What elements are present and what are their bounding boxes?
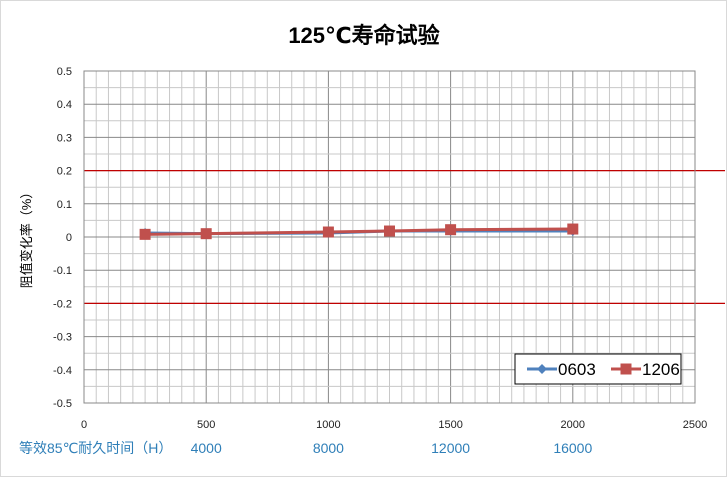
y-axis-label: 阻值变化率（%） xyxy=(19,186,34,289)
y-tick-label: -0.3 xyxy=(53,332,72,344)
chart-title: 125℃寿命试验 xyxy=(288,23,439,48)
series-point-1206 xyxy=(139,228,151,240)
y-tick-label: -0.4 xyxy=(53,365,72,377)
series-line-1206 xyxy=(145,227,573,236)
legend-label: 0603 xyxy=(558,360,596,379)
x-tick-label: 2000 xyxy=(561,419,585,431)
series-point-0603 xyxy=(537,364,547,374)
series-point-1206 xyxy=(620,363,632,375)
x-tick-label: 1000 xyxy=(316,419,340,431)
secondary-x-tick-label: 12000 xyxy=(431,440,470,456)
legend-label: 1206 xyxy=(642,360,680,379)
series-point-1206 xyxy=(445,224,457,236)
y-tick-label: -0.5 xyxy=(53,398,72,410)
secondary-x-tick-label: 16000 xyxy=(553,440,592,456)
y-tick-label: 0 xyxy=(66,232,72,244)
series-point-1206 xyxy=(200,228,212,240)
y-tick-label: 0.1 xyxy=(57,199,72,211)
y-tick-label: -0.1 xyxy=(53,265,72,277)
x-tick-label: 2500 xyxy=(683,419,707,431)
y-tick-label: 0.5 xyxy=(57,66,72,78)
series-point-1206 xyxy=(322,226,334,238)
series-point-1206 xyxy=(384,225,395,237)
series-point-1206 xyxy=(567,223,579,235)
secondary-x-tick-label: 8000 xyxy=(313,440,344,456)
secondary-x-label: 等效85℃耐久时间（H） xyxy=(19,440,172,456)
x-tick-label: 500 xyxy=(197,419,215,431)
x-tick-label: 1500 xyxy=(438,419,462,431)
secondary-x-tick-label: 4000 xyxy=(191,440,222,456)
y-tick-label: 0.3 xyxy=(57,132,72,144)
y-tick-label: 0.4 xyxy=(57,99,72,111)
y-tick-label: -0.2 xyxy=(53,298,72,310)
plot-area xyxy=(83,70,696,404)
x-tick-label: 0 xyxy=(81,419,87,431)
y-tick-label: 0.2 xyxy=(57,166,72,178)
